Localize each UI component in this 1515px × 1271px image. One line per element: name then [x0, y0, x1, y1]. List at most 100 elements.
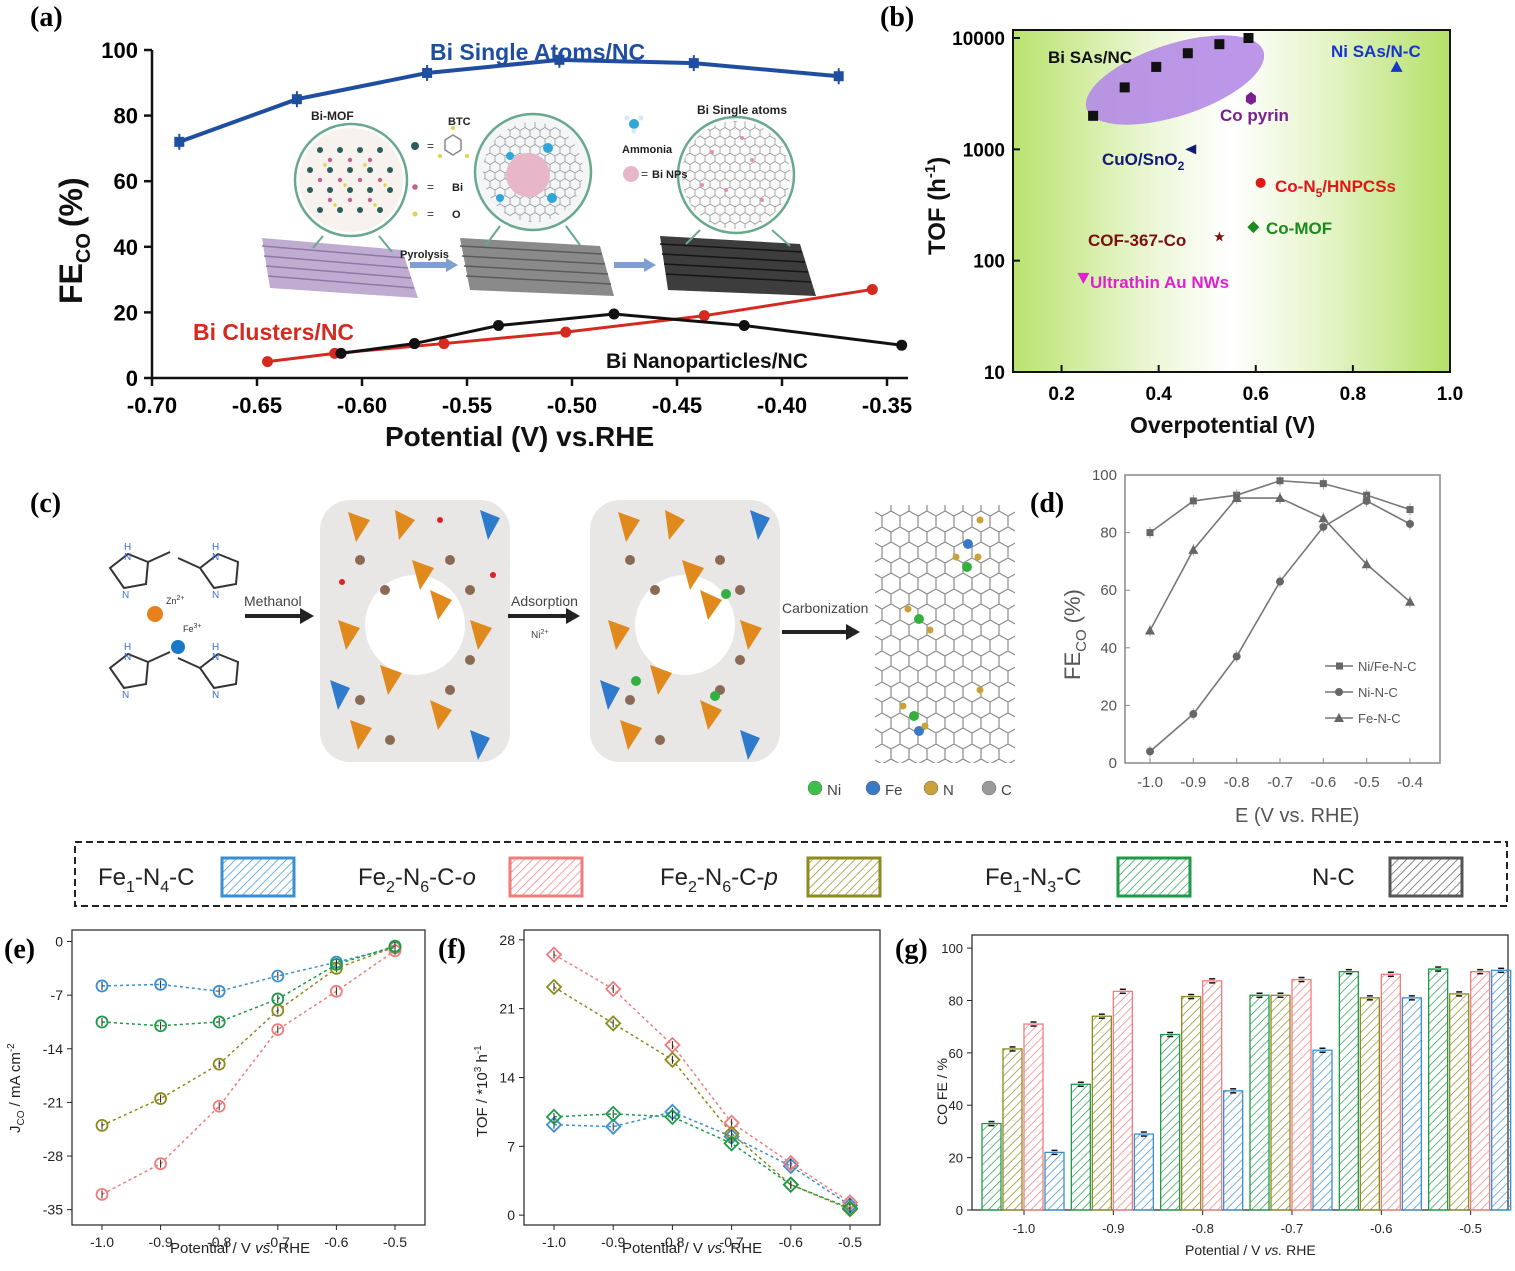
- ytick-label: -28: [43, 1148, 63, 1164]
- b-label-nisas: Ni SAs/N-C: [1331, 42, 1421, 61]
- panel-b-labels: Bi SAs/NC Ni SAs/N-C Co pyrin CuO/SnO2 C…: [922, 42, 1421, 438]
- zn-label: Zn2+: [166, 595, 185, 606]
- xtick-label: -0.5: [838, 1234, 862, 1250]
- bi-nanoparticle: [506, 153, 550, 197]
- legend-efg-ital: o: [462, 864, 475, 891]
- point: [723, 1135, 740, 1152]
- point: [95, 979, 109, 993]
- svg-text:N: N: [122, 590, 129, 601]
- legend-efg-label: N-C: [1312, 864, 1355, 891]
- arrow-methanol: [245, 608, 314, 624]
- c-legend-dot: [865, 780, 881, 796]
- g-bar: [1312, 1049, 1333, 1211]
- g-bar: [1491, 969, 1512, 1211]
- g-bar: [981, 1122, 1002, 1211]
- d-point: [1319, 522, 1328, 531]
- svg-text:JCO / mA cm-2: JCO / mA cm-2: [6, 1043, 27, 1133]
- legend-efg-part: -C: [1056, 864, 1081, 891]
- d-ytick-label: 60: [1100, 582, 1117, 599]
- legend-efg-part: -N: [1022, 864, 1047, 891]
- graphene-sheet: [875, 505, 1015, 763]
- panel-a-inset-schematic: = BTC = Bi = O Ammonia = B: [261, 103, 816, 298]
- g-xtick-label: -0.6: [1370, 1221, 1392, 1236]
- legend-o: = O: [412, 207, 461, 221]
- legend-efg-part: -N: [697, 864, 722, 891]
- xtick-label: -0.7: [266, 1234, 290, 1250]
- d-xtick-label: -0.7: [1267, 774, 1293, 791]
- ammonia-molecule: Ammonia: [622, 115, 673, 156]
- legend-efg-part: Fe: [358, 864, 386, 891]
- series-line: [553, 1113, 851, 1209]
- zif-framework-2: [590, 500, 780, 762]
- d-legend-label: Fe-N-C: [1358, 711, 1401, 726]
- point: [545, 978, 563, 996]
- legend-efg-part: 6: [420, 879, 429, 896]
- d-ytick-label: 20: [1100, 697, 1117, 714]
- bimof-sheet: [261, 238, 418, 298]
- legend-efg-part: -C-: [429, 864, 462, 891]
- g-bar: [1091, 1015, 1112, 1211]
- d-xtick-label: -0.4: [1397, 774, 1423, 791]
- bimof-bi-atoms: [317, 157, 383, 203]
- g-bar: [1181, 995, 1202, 1211]
- bisingle-label: Bi Single atoms: [697, 103, 787, 117]
- d-series-line: [1149, 497, 1411, 631]
- zif-framework-1: [320, 500, 510, 762]
- xtick-label: -0.8: [207, 1234, 231, 1250]
- c-legend-dot: [981, 780, 997, 796]
- point: [154, 1092, 168, 1105]
- b-point-copyrin: [1245, 91, 1256, 105]
- g-bar: [1002, 1048, 1023, 1211]
- panel-e-data: -1.0 -0.9 -0.8 -0.7 -0.6 -0.5 0 -7 -14 -21 -28 -35: [43, 929, 426, 1250]
- a-xtick-label: -0.70: [127, 393, 177, 418]
- panel-a-chart: = BTC = Bi = O Ammonia = B: [53, 38, 912, 452]
- legend-efg-ital: p: [763, 864, 777, 891]
- panel-c-legend: Ni Fe N C: [807, 780, 1012, 799]
- legend-efg-swatch: [806, 856, 882, 898]
- legend-bi: = Bi: [412, 180, 463, 194]
- series-line: [101, 946, 396, 993]
- d-xtick-label: -0.5: [1354, 774, 1380, 791]
- d-point: [1188, 544, 1199, 554]
- point: [604, 980, 622, 998]
- f-xlabel: Potential / V vs. RHE: [622, 1240, 762, 1257]
- panel-label-f: (f): [438, 934, 466, 965]
- legend-efg-part: 4: [160, 879, 169, 896]
- legend-efg-label: Fe2-N6-C-o: [358, 864, 476, 896]
- point: [271, 969, 285, 983]
- svg-text:=: =: [427, 207, 434, 221]
- single-pointer-1: [685, 229, 701, 245]
- legend-efg-part: 2: [386, 879, 395, 896]
- b-label-comof: Co-MOF: [1266, 219, 1332, 238]
- a-point: [608, 308, 620, 320]
- b-point-nisas: [1390, 60, 1403, 72]
- svg-text:H: H: [124, 642, 131, 653]
- panel-b-chart: 0.2 0.4 0.6 0.8 1.0 10 100 1000 10000 ★ Bi SAs/NC…: [922, 29, 1463, 438]
- point: [95, 1187, 109, 1201]
- d-point: [1361, 559, 1372, 569]
- a-ytick-label: 0: [126, 366, 138, 391]
- xtick-label: -0.7: [720, 1234, 744, 1250]
- a-xtick-label: -0.50: [547, 393, 597, 418]
- point: [388, 939, 402, 953]
- xtick-label: -0.5: [383, 1234, 407, 1250]
- svg-text:TOF (h-1): TOF (h-1): [922, 157, 951, 255]
- a-ytick-label: 60: [114, 169, 138, 194]
- c-legend-label: Fe: [885, 782, 903, 799]
- g-ytick-label: 100: [941, 941, 963, 956]
- b-xtick-label: 0.2: [1048, 384, 1074, 405]
- legend-efg-label: Fe1-N4-C: [98, 864, 194, 896]
- imidazole-n-labels: HNN HNN HNN HNN: [122, 542, 219, 701]
- g-xtick-label: -0.8: [1191, 1221, 1213, 1236]
- a-ytick-label: 20: [114, 300, 138, 325]
- d-point: [1189, 710, 1198, 719]
- d-point: [1146, 529, 1154, 537]
- pyrolysis-label: Pyrolysis: [400, 249, 449, 261]
- a-ylabel: FECO(%): [53, 177, 95, 304]
- point: [604, 1015, 622, 1032]
- svg-text:N: N: [212, 690, 219, 701]
- panel-label-e: (e): [4, 934, 35, 965]
- d-ylabel: FECO(%): [1060, 589, 1090, 680]
- xtick-label: -1.0: [542, 1234, 566, 1250]
- g-xlabel: Potential / V vs. RHE: [1185, 1242, 1316, 1258]
